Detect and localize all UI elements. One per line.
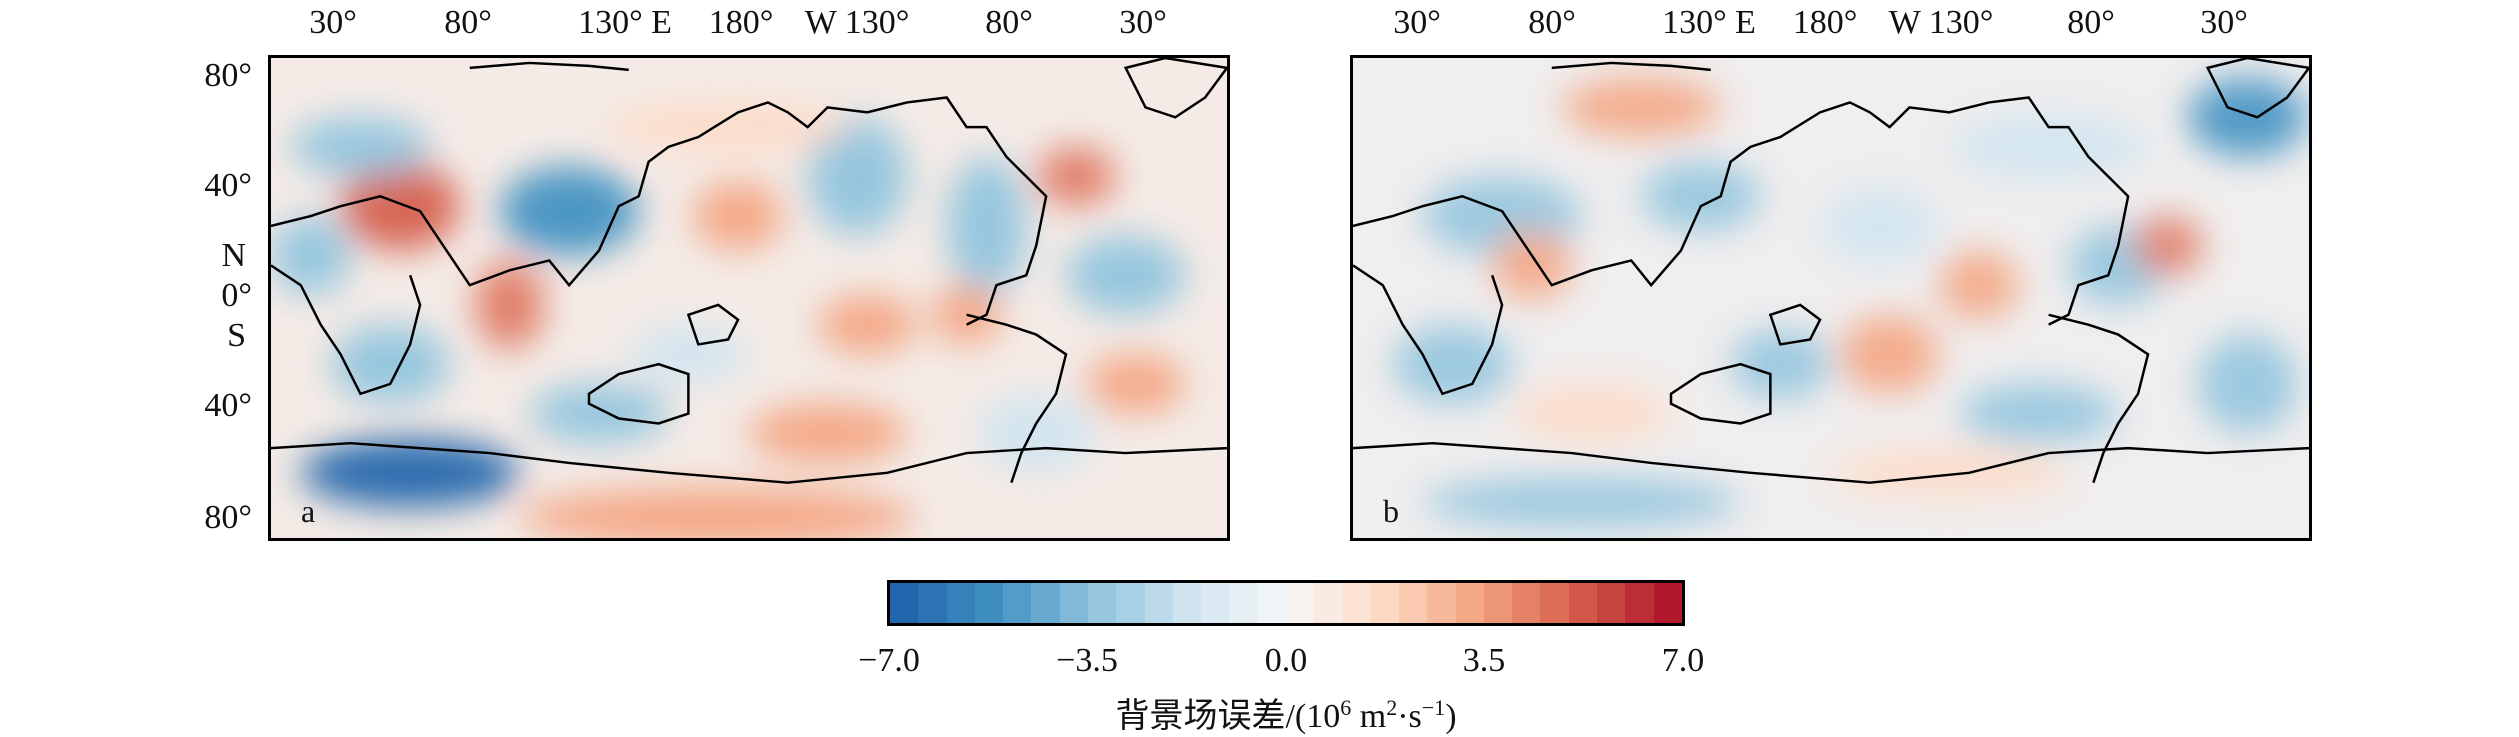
lat-label-80s: 80° bbox=[204, 499, 252, 536]
lon-label-180-b: 180° bbox=[1792, 4, 1858, 41]
colorbar-segment bbox=[1568, 583, 1598, 623]
colorbar-tick-max: 7.0 bbox=[1661, 642, 1705, 679]
lat-label-n: N bbox=[221, 237, 246, 274]
lat-label-s: S bbox=[227, 317, 246, 354]
lon-label-80w: 80° bbox=[985, 4, 1033, 41]
lon-label-30w-b: 30° bbox=[2200, 4, 2248, 41]
field-map-a bbox=[271, 58, 1227, 538]
colorbar-tick-min: −7.0 bbox=[858, 642, 920, 679]
colorbar-segment bbox=[918, 583, 947, 623]
colorbar-segment bbox=[1257, 583, 1286, 623]
colorbar-segment bbox=[1087, 583, 1117, 623]
colorbar-segment bbox=[1172, 583, 1202, 623]
coastlines-a bbox=[271, 58, 1227, 484]
colorbar-segment bbox=[1342, 583, 1371, 623]
colorbar-segment bbox=[1512, 583, 1541, 623]
lon-label-80w-b: 80° bbox=[2067, 4, 2115, 41]
colorbar-segment bbox=[1003, 583, 1032, 623]
colorbar-segment bbox=[890, 583, 919, 623]
colorbar-segment bbox=[1031, 583, 1060, 623]
map-panel-a: a bbox=[268, 55, 1230, 541]
colorbar-segment bbox=[1540, 583, 1569, 623]
lon-label-130e-b: 130° E bbox=[1662, 4, 1756, 41]
colorbar-tick-pos: 3.5 bbox=[1462, 642, 1506, 679]
lon-label-180: 180° bbox=[708, 4, 774, 41]
colorbar-segment bbox=[1370, 583, 1400, 623]
colorbar-segment bbox=[1597, 583, 1626, 623]
lat-label-80n: 80° bbox=[204, 57, 252, 94]
colorbar-segment bbox=[1201, 583, 1230, 623]
lat-label-0: 0° bbox=[221, 277, 252, 314]
lon-label-130e: 130° E bbox=[578, 4, 672, 41]
lon-label-80e: 80° bbox=[444, 4, 492, 41]
colorbar-segment bbox=[1399, 583, 1428, 623]
colorbar-segment bbox=[1144, 583, 1173, 623]
lon-label-30w: 30° bbox=[1119, 4, 1167, 41]
colorbar-segment bbox=[1059, 583, 1088, 623]
field-map-b bbox=[1353, 58, 2309, 538]
panel-label-b: b bbox=[1383, 493, 1399, 529]
colorbar bbox=[887, 580, 1685, 626]
colorbar-segment bbox=[1314, 583, 1343, 623]
colorbar-segment bbox=[1625, 583, 1654, 623]
lon-label-30e-b: 30° bbox=[1393, 4, 1441, 41]
lat-label-40n: 40° bbox=[204, 167, 252, 204]
lon-label-30e: 30° bbox=[309, 4, 357, 41]
colorbar-segment bbox=[974, 583, 1004, 623]
colorbar-segment bbox=[946, 583, 975, 623]
colorbar-segment bbox=[1427, 583, 1456, 623]
colorbar-tick-neg: −3.5 bbox=[1056, 642, 1118, 679]
colorbar-segment bbox=[1285, 583, 1315, 623]
panel-label-a: a bbox=[301, 493, 316, 529]
map-panel-b: b bbox=[1350, 55, 2312, 541]
colorbar-segment bbox=[1653, 583, 1682, 623]
lon-label-130w-b: W 130° bbox=[1888, 4, 1994, 41]
coastlines-b bbox=[1353, 58, 2309, 484]
lat-label-40s: 40° bbox=[204, 387, 252, 424]
colorbar-segment bbox=[1116, 583, 1145, 623]
lon-label-130w: W 130° bbox=[804, 4, 910, 41]
colorbar-segment bbox=[1455, 583, 1484, 623]
colorbar-segment bbox=[1229, 583, 1258, 623]
colorbar-segment bbox=[1483, 583, 1513, 623]
colorbar-title: 背景场误差/(106 m2·s−1) bbox=[1115, 695, 1457, 735]
lon-label-80e-b: 80° bbox=[1528, 4, 1576, 41]
colorbar-tick-zero: 0.0 bbox=[1264, 642, 1308, 679]
